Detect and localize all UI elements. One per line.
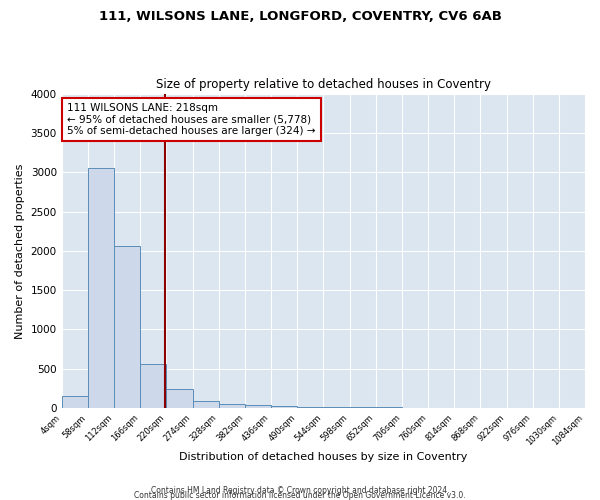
Bar <box>166 390 193 408</box>
Text: Contains HM Land Registry data © Crown copyright and database right 2024.: Contains HM Land Registry data © Crown c… <box>151 486 449 495</box>
Bar <box>193 401 218 408</box>
Bar <box>114 246 140 408</box>
Title: Size of property relative to detached houses in Coventry: Size of property relative to detached ho… <box>156 78 491 91</box>
Bar <box>62 396 88 408</box>
Bar <box>140 364 166 408</box>
Y-axis label: Number of detached properties: Number of detached properties <box>15 163 25 338</box>
Bar <box>271 406 297 408</box>
Bar <box>297 406 323 408</box>
Bar <box>350 407 376 408</box>
X-axis label: Distribution of detached houses by size in Coventry: Distribution of detached houses by size … <box>179 452 467 462</box>
Bar <box>323 407 350 408</box>
Bar <box>218 404 245 408</box>
Text: 111, WILSONS LANE, LONGFORD, COVENTRY, CV6 6AB: 111, WILSONS LANE, LONGFORD, COVENTRY, C… <box>98 10 502 23</box>
Text: 111 WILSONS LANE: 218sqm
← 95% of detached houses are smaller (5,778)
5% of semi: 111 WILSONS LANE: 218sqm ← 95% of detach… <box>67 103 316 136</box>
Bar <box>245 405 271 408</box>
Bar <box>88 168 114 408</box>
Text: Contains public sector information licensed under the Open Government Licence v3: Contains public sector information licen… <box>134 490 466 500</box>
